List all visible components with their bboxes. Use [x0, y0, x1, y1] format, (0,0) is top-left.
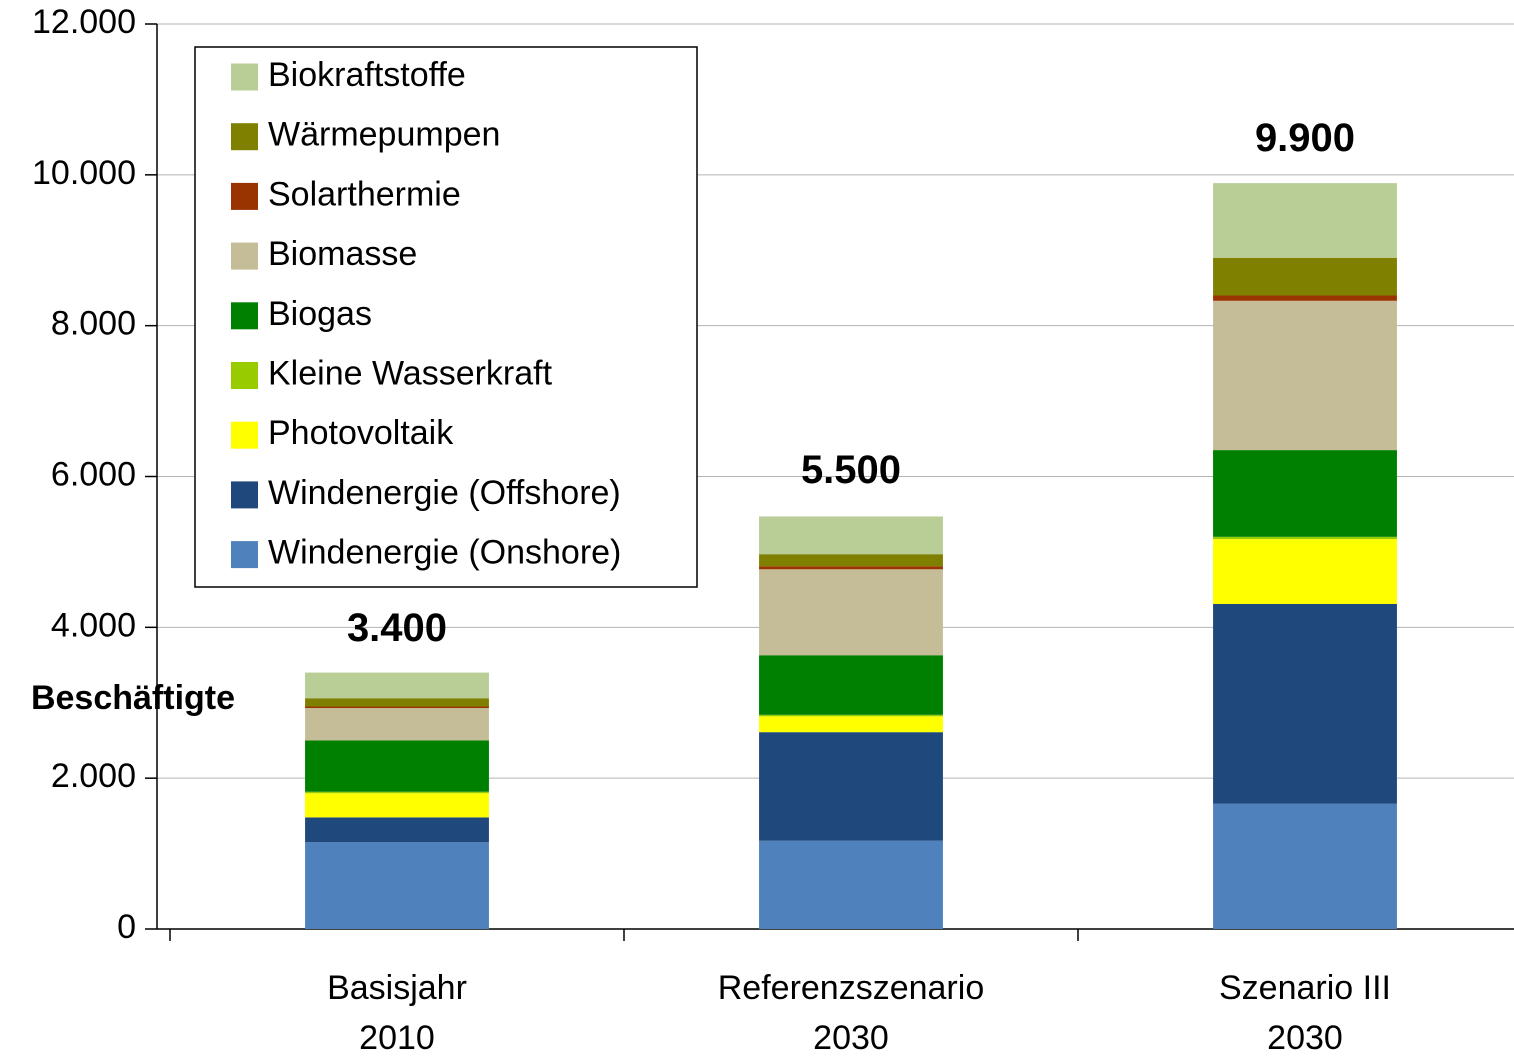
total-label: 3.400 — [347, 606, 447, 650]
legend-swatch — [231, 541, 258, 569]
legend-swatch — [231, 123, 258, 151]
bar-segment — [305, 740, 489, 792]
total-label: 9.900 — [1255, 116, 1355, 160]
bar-segment — [1213, 603, 1397, 804]
legend-label: Biomasse — [268, 235, 417, 273]
legend-swatch — [231, 182, 258, 210]
bar-segment — [305, 791, 489, 794]
y-tick-label: 2.000 — [51, 757, 136, 795]
y-tick-label: 4.000 — [51, 606, 136, 644]
bar-segment — [1213, 183, 1397, 258]
y-axis-label: Beschäftigte — [31, 679, 235, 717]
bar-segment — [759, 554, 943, 567]
bar-segment — [1213, 300, 1397, 451]
y-tick-label: 0 — [117, 908, 136, 946]
bar-segment — [1213, 803, 1397, 929]
legend-swatch — [231, 242, 258, 270]
legend-label: Solarthermie — [268, 175, 461, 213]
bar-segment — [759, 569, 943, 656]
y-tick-label: 12.000 — [32, 3, 136, 41]
legend-label: Biogas — [268, 295, 372, 333]
y-tick-label: 8.000 — [51, 305, 136, 343]
legend-label: Windenergie (Offshore) — [268, 474, 621, 512]
bar-segment — [305, 842, 489, 929]
bar-segment — [759, 566, 943, 570]
legend-swatch — [231, 302, 258, 330]
total-label: 5.500 — [801, 448, 901, 492]
legend-label: Kleine Wasserkraft — [268, 354, 553, 392]
bar-segment — [759, 716, 943, 733]
x-tick-label: Szenario III — [1219, 969, 1391, 1007]
bar-segment — [1213, 257, 1397, 296]
x-tick-label: Basisjahr — [327, 969, 467, 1007]
y-tick-label: 6.000 — [51, 455, 136, 493]
bar-segment — [305, 698, 489, 707]
x-tick-label: Referenzszenario — [718, 969, 984, 1007]
bar-segment — [305, 672, 489, 699]
x-tick-label: 2010 — [359, 1019, 435, 1056]
legend-label: Wärmepumpen — [268, 116, 500, 154]
legend-box — [194, 46, 698, 588]
legend-swatch — [231, 421, 258, 449]
bar-segment — [305, 817, 489, 843]
bar-segment — [759, 732, 943, 841]
bar-segment — [305, 708, 489, 741]
legend-swatch — [231, 362, 258, 389]
legend-label: Windenergie (Onshore) — [268, 534, 621, 572]
x-tick-label: 2030 — [1267, 1019, 1343, 1056]
bar-segment — [1213, 536, 1397, 540]
bar-segment — [1213, 539, 1397, 604]
x-tick-label: 2030 — [813, 1019, 889, 1056]
bar-segment — [759, 655, 943, 715]
legend-label: Photovoltaik — [268, 414, 454, 452]
legend-label: Biokraftstoffe — [268, 56, 466, 94]
bar-segment — [759, 840, 943, 929]
bar-segment — [305, 706, 489, 709]
y-tick-label: 10.000 — [32, 154, 136, 192]
bar-segment — [759, 714, 943, 717]
bar-segment — [1213, 450, 1397, 537]
bar-segment — [1213, 295, 1397, 301]
legend-swatch — [231, 63, 258, 91]
legend-swatch — [231, 481, 258, 509]
bar-segment — [305, 793, 489, 818]
bar-segment — [759, 516, 943, 555]
